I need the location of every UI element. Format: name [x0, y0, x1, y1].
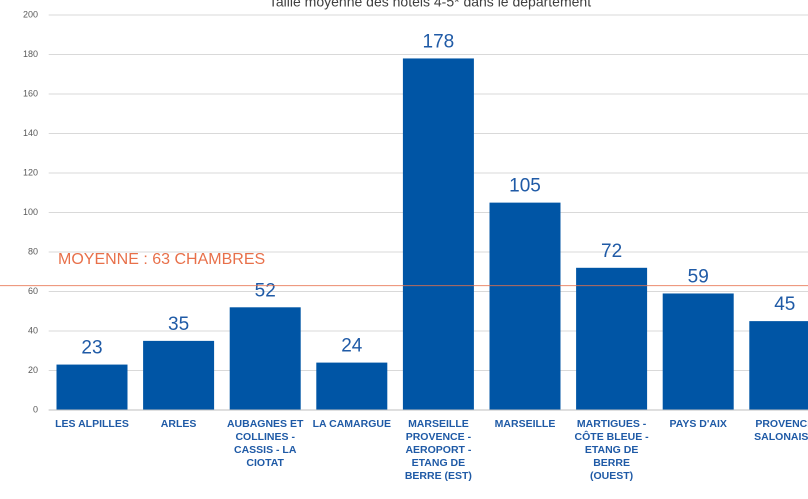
y-tick-label: 60: [28, 286, 38, 296]
data-label: 105: [509, 176, 541, 197]
data-label: 35: [168, 314, 189, 335]
data-label: 23: [81, 338, 102, 359]
data-label: 178: [423, 31, 455, 52]
y-tick-label: 120: [23, 167, 38, 177]
y-tick-label: 80: [28, 246, 38, 256]
x-tick-label: ARLES: [161, 418, 197, 430]
data-label: 45: [774, 294, 795, 315]
bar: [229, 307, 301, 410]
x-tick-label: MARTIGUES -CÔTE BLEUE -ETANG DE BERRE (OUE…: [575, 418, 650, 482]
bar: [316, 362, 388, 410]
bar: [56, 364, 128, 410]
y-tick-label: 160: [23, 88, 38, 98]
bar: [402, 58, 474, 410]
data-label: 24: [341, 336, 363, 357]
data-label: 52: [255, 280, 276, 301]
y-tick-label: 0: [33, 404, 38, 414]
x-tick-label: MARSEILLE PROVENCE -AEROPORT -ETANG DE BER…: [405, 418, 472, 482]
average-label: MOYENNE : 63 CHAMBRES: [58, 251, 265, 268]
bar: [143, 340, 215, 410]
chart-title: Taille moyenne des hôtels 4-5* dans le d…: [269, 0, 591, 10]
bar: [576, 267, 648, 410]
y-tick-label: 180: [23, 49, 38, 59]
y-tick-label: 20: [28, 365, 38, 375]
x-tick-label: AUBAGNES ET COLLINES -CASSIS - LA CIOTAT: [227, 418, 304, 469]
data-label: 59: [688, 266, 709, 287]
x-tick-label: LES ALPILLES: [55, 418, 129, 430]
x-tick-label: MARSEILLE: [495, 418, 556, 430]
bar: [489, 202, 561, 410]
x-tick-label: PROVENCESALONAISE: [754, 418, 808, 443]
bar: [662, 293, 734, 410]
bar: [749, 321, 808, 410]
y-tick-label: 100: [23, 207, 38, 217]
x-tick-label: LA CAMARGUE: [313, 418, 391, 430]
data-label: 72: [601, 241, 622, 262]
y-tick-label: 140: [23, 128, 38, 138]
y-tick-label: 40: [28, 325, 38, 335]
y-tick-label: 200: [23, 9, 38, 19]
x-tick-label: PAYS D'AIX: [670, 418, 727, 430]
